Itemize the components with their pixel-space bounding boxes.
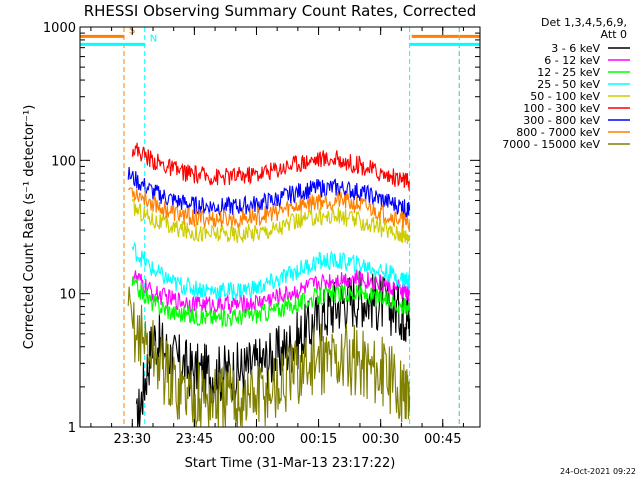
series-line-8	[127, 286, 411, 428]
legend-item-0: 3 - 6 keV	[551, 42, 600, 55]
series-line-7	[127, 187, 411, 232]
legend-item-7: 800 - 7000 keV	[516, 126, 600, 139]
x-tick-label-2: 00:00	[238, 432, 275, 447]
axes-layer: 23:30 23:45 00:00 00:15 00:30 00:45 1 10 100 1000	[43, 21, 480, 447]
y-tick-label-2: 100	[51, 154, 76, 169]
series-line-6	[127, 167, 411, 218]
series-line-5	[131, 142, 410, 191]
x-tick-label-5: 00:45	[424, 432, 461, 447]
legend-item-2: 12 - 25 keV	[537, 66, 600, 79]
x-axis-label: Start Time (31-Mar-13 23:17:22)	[185, 456, 396, 471]
legend-item-3: 25 - 50 keV	[537, 78, 600, 91]
series-line-3	[131, 241, 411, 300]
legend-item-1: 6 - 12 keV	[544, 54, 600, 67]
legend-item-4: 50 - 100 keV	[530, 90, 600, 103]
x-tick-label-1: 23:45	[176, 432, 213, 447]
series-line-2	[131, 275, 411, 329]
y-tick-label-3: 1000	[43, 21, 76, 36]
y-axis-label: Corrected Count Rate (s⁻¹ detector⁻¹)	[22, 105, 37, 350]
series-line-1	[131, 269, 411, 315]
plot-frame	[79, 26, 481, 428]
legend-header-1: Att 0	[601, 28, 627, 41]
legend-item-6: 300 - 800 keV	[523, 114, 600, 127]
legend-item-8: 7000 - 15000 keV	[502, 138, 600, 151]
x-tick-label-3: 00:15	[300, 432, 337, 447]
chart-title: RHESSI Observing Summary Count Rates, Co…	[84, 2, 477, 20]
flag-label-n: N	[150, 33, 157, 44]
x-tick-label-4: 00:30	[362, 432, 399, 447]
series-line-4	[131, 197, 411, 244]
legend-item-5: 100 - 300 keV	[523, 102, 600, 115]
y-tick-label-0: 1	[68, 421, 76, 436]
footer-timestamp: 24-Oct-2021 09:22	[560, 467, 636, 476]
series-layer	[127, 142, 411, 428]
y-tick-label-1: 10	[59, 288, 76, 303]
x-tick-label-0: 23:30	[114, 432, 151, 447]
legend-header-0: Det 1,3,4,5,6,9,	[541, 16, 627, 29]
